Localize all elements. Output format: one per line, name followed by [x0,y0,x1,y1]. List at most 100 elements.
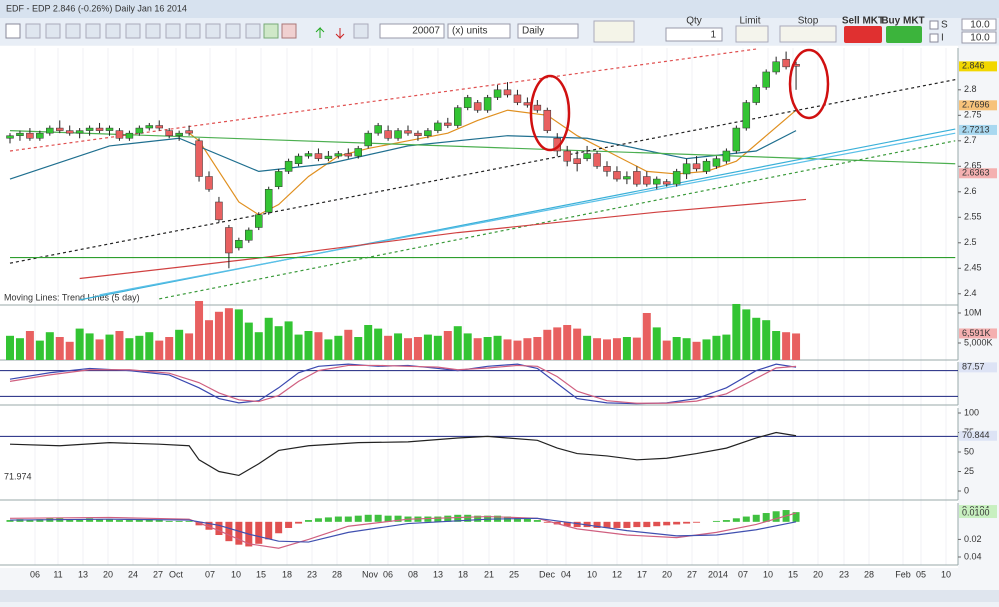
value-marker-label: 2.7696 [962,100,990,110]
date-label: 23 [839,569,849,579]
sell-label: Sell MKT [842,16,884,27]
volume-bar [324,339,333,360]
date-label: 15 [256,569,266,579]
y-tick-label: 2.65 [964,161,982,171]
histogram-bar [444,515,452,522]
volume-bar [722,334,731,360]
volume-bar [513,340,522,360]
date-label: 10 [231,569,241,579]
candle-body [56,127,64,131]
candle-body [672,171,681,185]
date-label: 20 [103,569,113,579]
quantity-field[interactable] [379,23,445,39]
stop-buttons[interactable] [779,25,837,43]
volume-bar [354,337,363,360]
l-field[interactable] [961,31,997,44]
candle-body [623,176,631,180]
volume-bar [384,335,393,360]
l-value: 10.0 [970,33,990,44]
histogram-bar [175,520,183,522]
s-checkbox[interactable] [929,20,939,30]
candle-body [155,125,163,129]
volume-bar [394,333,403,360]
candle-body [523,102,532,106]
volume-bar [294,334,303,360]
candle-body [36,132,44,139]
volume-bar [224,308,233,360]
volume-bar [642,312,651,360]
volume-bar [115,330,124,360]
candle-body [782,58,790,68]
histogram-bar [434,516,442,522]
l-checkbox[interactable] [929,33,939,43]
qty-field[interactable] [665,27,723,42]
date-label: 13 [433,569,443,579]
units-text: (x) units [452,26,488,37]
date-label: 28 [332,569,342,579]
histogram-bar [742,516,750,522]
candle-body [434,122,442,131]
volume-bar [45,332,54,360]
candle-body [533,104,542,111]
y-tick-label: 100 [964,407,979,417]
overlay-line [188,109,797,216]
candle-body [653,178,661,185]
date-label: 28 [864,569,874,579]
histogram-bar [772,511,780,522]
date-label: 27 [153,569,163,579]
sell-button[interactable] [844,26,882,43]
volume-bar [244,322,253,360]
date-label: 10 [941,569,951,579]
value-marker [959,168,997,179]
histogram-bar [165,520,173,522]
volume-bar [433,335,442,360]
date-label: 10 [763,569,773,579]
volume-bar [632,337,641,360]
histogram-bar [464,514,472,522]
value-marker [959,430,997,441]
candle-body [255,214,263,228]
buy-button[interactable] [886,26,922,43]
histogram-bar [364,514,372,522]
tool-icons[interactable] [5,23,369,40]
histogram-bar [354,515,362,522]
candle-body [613,171,621,180]
value-marker-label: 70.844 [962,430,990,440]
candle-body [215,201,223,221]
histogram-bar [394,515,402,522]
candle-body [573,158,581,165]
date-label: 11 [53,569,62,579]
indicator-line [9,431,797,477]
strategy-icon[interactable] [593,20,635,43]
volume-bar [752,317,761,360]
histogram-bar [752,514,760,522]
volume-bar [652,327,661,360]
volume-bar [732,303,741,360]
volume-bar [344,329,353,360]
limit-buttons[interactable] [735,25,769,43]
overlay-line [79,198,807,280]
volume-bar [682,338,691,360]
volume-bar [75,328,84,360]
candle-body [65,130,74,134]
units-select[interactable] [447,23,511,39]
toolbar: 20007 (x) units Daily Qty 1 Limit Stop S… [0,16,999,45]
volume-bar [304,330,313,360]
candle-body [563,150,571,162]
interval-select[interactable] [517,23,579,39]
histogram-bar [295,521,303,524]
volume-bar [503,339,512,360]
candle-body [245,229,253,241]
volume-bar [165,337,174,360]
candle-body [384,130,392,139]
candle-body [16,132,24,136]
volume-bar [214,311,223,360]
candle-body [692,163,701,170]
candle-body [503,89,512,96]
histogram-bar [613,521,621,528]
scrollbar[interactable] [0,590,999,602]
candle-body [135,127,144,134]
value-marker-label: 2.6363 [962,168,990,178]
s-field[interactable] [961,18,997,31]
candle-body [394,130,402,139]
